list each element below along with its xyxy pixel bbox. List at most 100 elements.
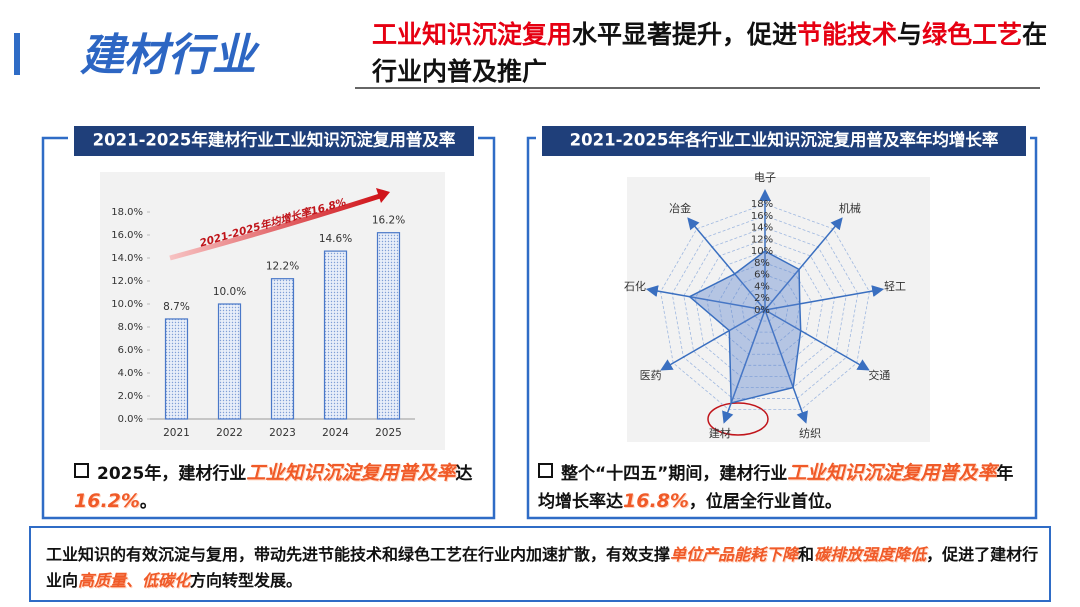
spoke [645,285,766,311]
charts: 0.0% 2.0% 4.0% 6.0% 8.0% 10.0% 12.0% 14.0% 16.0%… [111,171,906,440]
r-tick-label: 14% [751,223,773,234]
x-tick-label: 2022 [216,427,243,439]
y-tick-label: 16.0% [111,230,143,241]
value-label: 14.6% [319,233,352,245]
grid-ring [694,238,836,377]
r-tick-label: 12% [751,234,773,245]
spoke [687,217,766,311]
text: 工业知识的有效沉淀与复用，带动先进节能技术和绿色工艺在行业内加速扩散，有效支撑 [46,545,671,564]
summary: 工业知识的有效沉淀与复用，带动先进节能技术和绿色工艺在行业内加速扩散，有效支撑单… [46,542,1046,594]
category-label: 交通 [868,368,890,382]
grid-ring [660,203,870,411]
highlight-text: 工业知识沉淀复用 [372,20,573,49]
y-tick-label: 10.0% [111,299,143,310]
grid-ring [718,262,812,355]
y-tick-label: 8.0% [118,322,143,333]
text: 整个“十四五”期间，建材行业 [561,464,788,484]
highlight-text: 16.2% [74,490,140,512]
x-tick-label: 2025 [375,427,402,439]
note: 2025年，建材行业工业知识沉淀复用普及率达 16.2%。 [74,460,484,516]
note: 整个“十四五”期间，建材行业工业知识沉淀复用普及率年均增长率达16.8%，位居全… [538,460,1028,516]
grid-ring [671,215,859,399]
grid-ring [752,297,778,322]
value-label: 8.7% [163,301,190,313]
text: 水平显著提升，促进 [572,20,798,49]
text: 与 [897,20,923,49]
highlight-text: 碳排放强度降低 [814,545,927,564]
chart-title: 2021-2025年各行业工业知识沉淀复用普及率年均增长率 [570,130,999,150]
x-tick-label: 2023 [269,427,296,439]
bar [270,278,295,420]
bar [217,303,242,420]
highlight-text: 高质量、低碳化 [78,571,191,590]
category-label: 医药 [640,369,662,382]
bullet [538,463,553,478]
category-label: 石化 [624,279,646,293]
bullet [74,463,89,478]
section-title: 建材行业 [80,30,260,81]
spoke [764,285,885,311]
spoke [764,309,870,371]
category-label: 轻工 [884,279,906,293]
y-tick-label: 0.0% [118,414,143,425]
highlight-text: 工业知识沉淀复用普及率 [787,462,997,484]
value-label: 12.2% [266,261,299,273]
highlight-text: 工业知识沉淀复用普及率 [246,462,456,484]
category-label: 冶金 [669,201,691,215]
panel-tab [542,126,1026,156]
y-tick-label: 6.0% [118,345,143,356]
text: 方向转型发展。 [190,571,303,590]
headline: 工业知识沉淀复用水平显著提升，促进节能技术与绿色工艺在行业内普及推广 [372,16,1052,90]
value-label: 16.2% [372,215,405,227]
bar [164,318,189,420]
r-tick-label: 16% [751,211,773,222]
category-label: 电子 [754,171,776,184]
bar [323,250,348,420]
text: 年均增长率达 [538,464,1014,512]
highlight-text: 节能技术 [797,20,898,49]
trend-arrowhead [376,188,390,203]
highlight-text: 单位产品能耗下降 [670,545,799,564]
grid-ring [741,286,789,333]
r-tick-label: 8% [754,258,770,269]
chart-title: 2021-2025年建材行业工业知识沉淀复用普及率 [93,130,456,150]
y-tick-label: 18.0% [111,207,143,218]
highlight-text: 绿色工艺 [922,20,1023,49]
category-label: 纺织 [799,426,821,440]
spoke [764,309,808,424]
panel-tab [74,126,474,156]
text: ，促进了建材行业向 [46,545,1039,590]
text: 。 [139,492,157,512]
r-tick-label: 4% [754,281,770,292]
y-tick-label: 2.0% [118,391,143,402]
summary-box [29,526,1051,602]
r-tick-label: 18% [751,199,773,210]
y-tick-label: 4.0% [118,368,143,379]
x-tick-label: 2024 [322,427,349,439]
r-tick-label: 10% [751,246,773,257]
plot-background [627,177,930,442]
text: ，位居全行业首位。 [688,492,842,512]
bar [376,232,401,420]
text: 和 [798,545,815,564]
highlight-circle [707,402,769,436]
header-bar [14,33,20,75]
highlight-text: 16.8% [623,490,689,512]
text: 达 [455,464,473,484]
r-tick-label: 6% [754,270,770,281]
r-tick-label: 2% [754,293,770,304]
grid-ring [683,227,847,388]
x-tick-label: 2021 [163,427,190,439]
value-label: 10.0% [213,286,246,298]
y-tick-label: 14.0% [111,253,143,264]
trend-arrow [169,193,381,261]
y-tick-label: 12.0% [111,276,143,287]
text: 在行业内普及推广 [372,20,1048,86]
grid-ring [729,274,801,344]
radar-area [688,250,802,404]
text: 2025年，建材行业 [97,464,247,484]
spoke [660,309,766,371]
spoke [764,217,843,311]
